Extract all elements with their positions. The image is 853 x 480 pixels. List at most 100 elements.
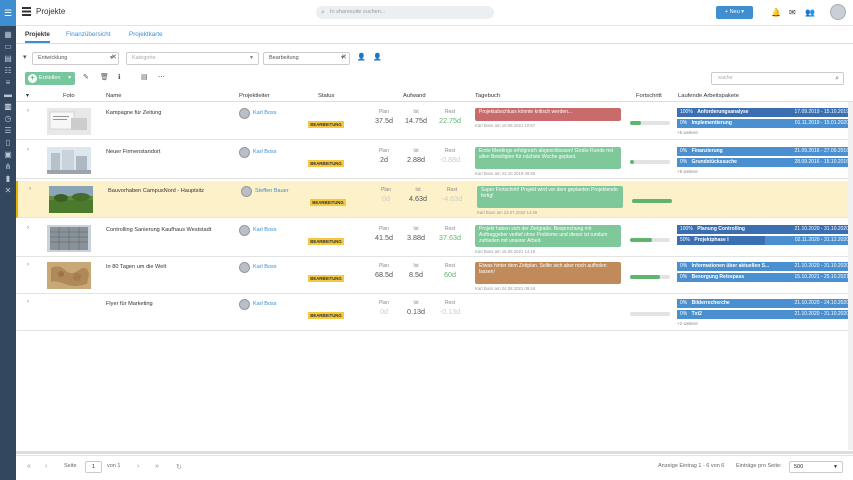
inbox-icon[interactable]: ▤ bbox=[4, 54, 12, 63]
project-lead[interactable]: Karl Boss bbox=[239, 147, 277, 158]
status-filter[interactable]: Bearbeitung ▼ bbox=[263, 52, 350, 65]
chart-icon[interactable]: ▮ bbox=[5, 174, 11, 183]
new-button[interactable]: + Neu ▾ bbox=[716, 6, 753, 19]
page-number-input[interactable]: 1 bbox=[85, 461, 102, 473]
clear-status-icon[interactable]: ✕ bbox=[341, 54, 347, 61]
work-package[interactable]: 0% Bilderrecherche 21.10.2020 - 24.10.20… bbox=[677, 299, 853, 308]
col-effort[interactable]: Aufwand bbox=[403, 93, 426, 99]
trash-icon[interactable]: 🗑 bbox=[100, 74, 109, 81]
col-lead[interactable]: Projektleiter bbox=[239, 93, 270, 99]
mail-icon[interactable]: ✉ bbox=[789, 8, 796, 17]
project-lead[interactable]: Karl Boss bbox=[239, 225, 277, 236]
journal-message[interactable]: Erste Meetings erfolgreich abgeschlossen… bbox=[475, 147, 621, 169]
project-name[interactable]: Kampagne für Zeitung bbox=[106, 110, 162, 116]
journal-message[interactable]: Projekt haben sich der Zielgrade. Bespre… bbox=[475, 225, 621, 247]
journal-message[interactable]: Projektabschluss könnte kritisch werden.… bbox=[475, 108, 621, 121]
project-name[interactable]: Controlling Sanierung Kaufhaus Weststadt bbox=[106, 227, 212, 233]
refresh-icon[interactable]: ↻ bbox=[176, 464, 182, 471]
col-packages[interactable]: Laufende Arbeitspakete bbox=[678, 93, 739, 99]
work-package[interactable]: 50% Projektphase I 02.11.2020 - 31.12.20… bbox=[677, 236, 853, 245]
col-name[interactable]: Name bbox=[106, 93, 122, 99]
project-lead[interactable]: Karl Boss bbox=[239, 262, 277, 273]
first-page-icon[interactable]: « bbox=[27, 463, 31, 470]
add-person-filter-icon[interactable]: 👤 bbox=[373, 54, 382, 61]
work-package[interactable]: 0% Implementierung 01.11.2019 - 15.01.20… bbox=[677, 119, 853, 128]
user-avatar[interactable] bbox=[830, 4, 846, 20]
category-filter[interactable]: Kategorie ▼ bbox=[126, 52, 259, 65]
work-package[interactable]: 100% Planung Controlling 21.10.2020 - 31… bbox=[677, 225, 853, 234]
per-page-select[interactable]: 500 ▼ bbox=[789, 461, 843, 473]
table-row[interactable]: › Bauvorhaben CampusNord - Hauptsitz Steff… bbox=[16, 181, 853, 218]
table-row[interactable]: › Kampagne für Zeitung Karl Boss BEARBEITUN… bbox=[16, 103, 853, 140]
work-package[interactable]: 0% Grundstückssuche 28.09.2016 - 15.10.2… bbox=[677, 158, 853, 167]
archive-icon[interactable]: ▣ bbox=[4, 150, 12, 159]
more-packages-link[interactable]: +2 weitere bbox=[677, 321, 698, 326]
work-package[interactable]: 0% Besorgung Reisepass 15.10.2021 - 25.1… bbox=[677, 273, 853, 282]
project-lead[interactable]: Karl Boss bbox=[239, 299, 277, 310]
work-package[interactable]: 100% Anforderungsanalyse 17.09.2019 - 15… bbox=[677, 108, 853, 117]
page-title: Projekte bbox=[36, 7, 66, 16]
department-filter[interactable]: Entwicklung ▼ bbox=[32, 52, 119, 65]
project-name[interactable]: Flyer für Marketing bbox=[106, 301, 153, 307]
table-row[interactable]: › Neuer Firmenstandort Karl Boss BEARBEITUN… bbox=[16, 142, 853, 179]
create-button[interactable]: + Erstellen ▾ bbox=[25, 72, 75, 85]
tab-projektkarte[interactable]: Projektkarte bbox=[129, 31, 163, 38]
bell-icon[interactable]: 🔔 bbox=[771, 8, 781, 17]
table-row[interactable]: › Flyer für Marketing Karl Boss BEARBEITUNG… bbox=[16, 294, 853, 331]
menu-icon[interactable]: ☰ bbox=[0, 0, 16, 26]
project-name[interactable]: Neuer Firmenstandort bbox=[106, 149, 161, 155]
project-name[interactable]: Bauvorhaben CampusNord - Hauptsitz bbox=[108, 188, 205, 194]
export-icon[interactable]: ▤ bbox=[141, 74, 148, 81]
tools-icon[interactable]: ✕ bbox=[4, 186, 12, 195]
clear-department-icon[interactable]: ✕ bbox=[111, 54, 117, 61]
more-packages-link[interactable]: +5 weitere bbox=[677, 130, 698, 135]
expand-row-icon[interactable]: › bbox=[27, 108, 29, 114]
calendar-icon[interactable]: ▭ bbox=[4, 42, 12, 51]
journal-message[interactable]: Etwas hinter dem Zeitplan. Sollte sich a… bbox=[475, 262, 621, 284]
projects-icon[interactable]: ▥ bbox=[4, 102, 12, 111]
filter-collapse-icon[interactable]: ▾ bbox=[23, 54, 27, 61]
contacts-icon[interactable]: ☷ bbox=[4, 66, 12, 75]
edit-icon[interactable]: ✎ bbox=[83, 74, 89, 81]
next-page-icon[interactable]: › bbox=[137, 463, 140, 470]
col-status[interactable]: Status bbox=[318, 93, 335, 99]
col-progress[interactable]: Fortschritt bbox=[636, 93, 662, 99]
table-row[interactable]: › Controlling Sanierung Kaufhaus Weststad… bbox=[16, 220, 853, 257]
tab-projekte[interactable]: Projekte bbox=[25, 31, 50, 43]
col-photo[interactable]: Foto bbox=[63, 93, 75, 99]
info-icon[interactable]: ℹ bbox=[118, 74, 121, 81]
expand-row-icon[interactable]: › bbox=[29, 186, 31, 192]
dashboard-icon[interactable]: ▦ bbox=[4, 30, 12, 39]
list-icon[interactable]: ☰ bbox=[4, 126, 12, 135]
document-icon[interactable]: ▯ bbox=[5, 138, 11, 147]
table-search-input[interactable]: suche ⌕ bbox=[711, 72, 844, 85]
project-name[interactable]: In 80 Tagen um die Welt bbox=[106, 264, 167, 270]
more-packages-link[interactable]: +5 weitere bbox=[677, 169, 698, 174]
tasks-icon[interactable]: ≡ bbox=[5, 78, 11, 87]
work-package[interactable]: 0% Finanzierung 21.09.2016 - 27.09.2016 bbox=[677, 147, 853, 156]
work-package[interactable]: 0% Informationen über aktuellen S... 21.… bbox=[677, 262, 853, 271]
work-package[interactable]: 0% Txt2 21.10.2020 - 31.10.2020 bbox=[677, 310, 853, 319]
folder-icon[interactable]: ▬ bbox=[4, 90, 12, 99]
expand-row-icon[interactable]: › bbox=[27, 225, 29, 231]
journal-message[interactable]: Super Fortschritt! Projekt wird vor dem … bbox=[477, 186, 623, 208]
expand-row-icon[interactable]: › bbox=[27, 147, 29, 153]
tab-finanzuebersicht[interactable]: Finanzübersicht bbox=[66, 31, 111, 38]
table-row[interactable]: › In 80 Tagen um die Welt Karl Boss BEARBEI… bbox=[16, 257, 853, 294]
network-icon[interactable]: ⋔ bbox=[4, 162, 12, 171]
more-icon[interactable]: ⋯ bbox=[158, 74, 165, 81]
expand-row-icon[interactable]: › bbox=[27, 262, 29, 268]
person-filter-icon[interactable]: 👤 bbox=[357, 54, 366, 61]
sort-icon[interactable]: ▾ bbox=[26, 93, 29, 99]
global-search-input[interactable]: ⌕ In sharesuite suchen... bbox=[316, 6, 494, 19]
expand-row-icon[interactable]: › bbox=[27, 299, 29, 305]
project-lead[interactable]: Steffen Bauer bbox=[241, 186, 289, 197]
horizontal-scrollbar[interactable] bbox=[16, 451, 853, 454]
prev-page-icon[interactable]: ‹ bbox=[45, 463, 48, 470]
last-page-icon[interactable]: » bbox=[155, 463, 159, 470]
project-lead[interactable]: Karl Boss bbox=[239, 108, 277, 119]
col-journal[interactable]: Tagebuch bbox=[475, 93, 501, 99]
vertical-scrollbar[interactable] bbox=[848, 102, 853, 450]
time-icon[interactable]: ◷ bbox=[4, 114, 12, 123]
users-icon[interactable]: 👥 bbox=[805, 8, 815, 17]
